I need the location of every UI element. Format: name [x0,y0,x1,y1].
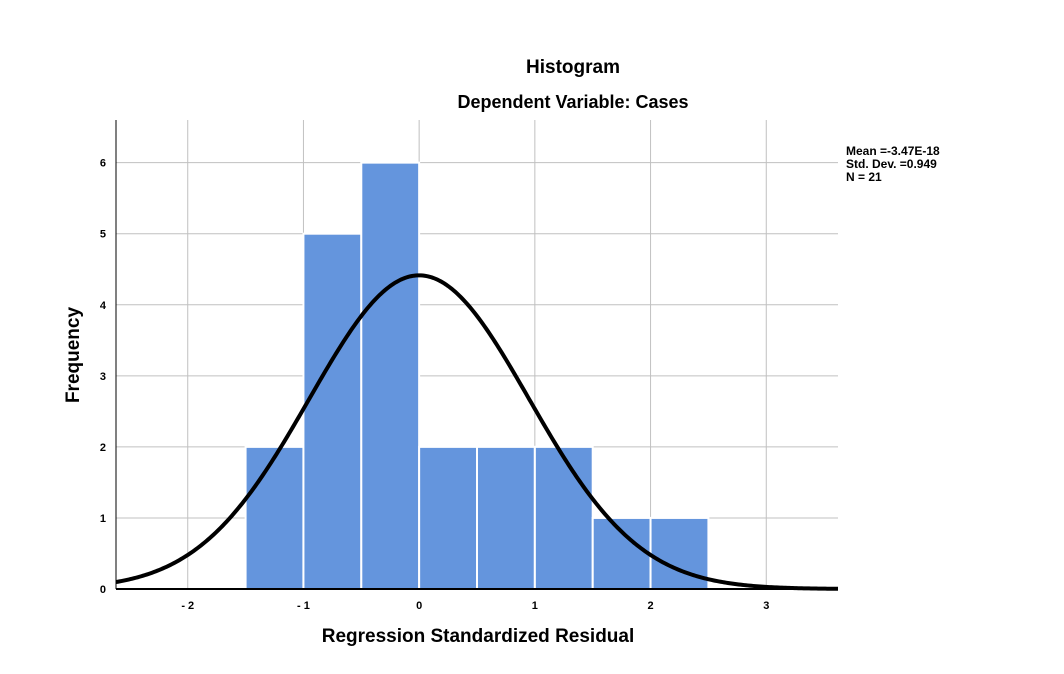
histogram-bar [302,232,363,591]
histogram-bar [418,445,478,590]
histogram-bar [360,161,421,591]
y-tick-label: 4 [100,300,107,312]
y-tick-label: 0 [100,584,106,596]
histogram-bar [533,445,594,590]
y-tick-label: 5 [100,229,106,241]
tick-labels: - 2 - 1 0 1 2 3 0 1 2 3 4 5 6 [100,158,769,612]
histogram-bar [649,516,710,590]
stats-n: N = 21 [846,170,882,184]
stats-box: Mean =-3.47E-18 Std. Dev. =0.949 N = 21 [846,145,940,184]
histogram-bar [476,445,536,590]
x-axis-label: Regression Standardized Residual [321,626,635,647]
chart-title: Histogram [526,57,620,78]
x-tick-label: - 2 [181,600,194,612]
y-tick-label: 6 [100,158,106,170]
y-tick-label: 2 [100,442,106,454]
stats-mean: Mean =-3.47E-18 [846,144,940,158]
normal-curve-layer [115,273,839,591]
chart-subtitle: Dependent Variable: Cases [457,92,689,112]
axes [115,120,838,590]
histogram-bar [591,516,652,590]
x-tick-label: 3 [763,600,769,612]
x-tick-label: 1 [532,600,538,612]
stats-std-dev: Std. Dev. =0.949 [846,157,937,171]
histogram-bar [244,445,305,590]
x-tick-label: - 1 [297,600,310,612]
y-axis-label: Frequency [63,306,84,404]
x-tick-label: 0 [416,600,422,612]
y-tick-label: 1 [100,513,106,525]
y-tick-label: 3 [100,371,106,383]
normal-curve [115,273,839,591]
x-tick-label: 2 [647,600,653,612]
